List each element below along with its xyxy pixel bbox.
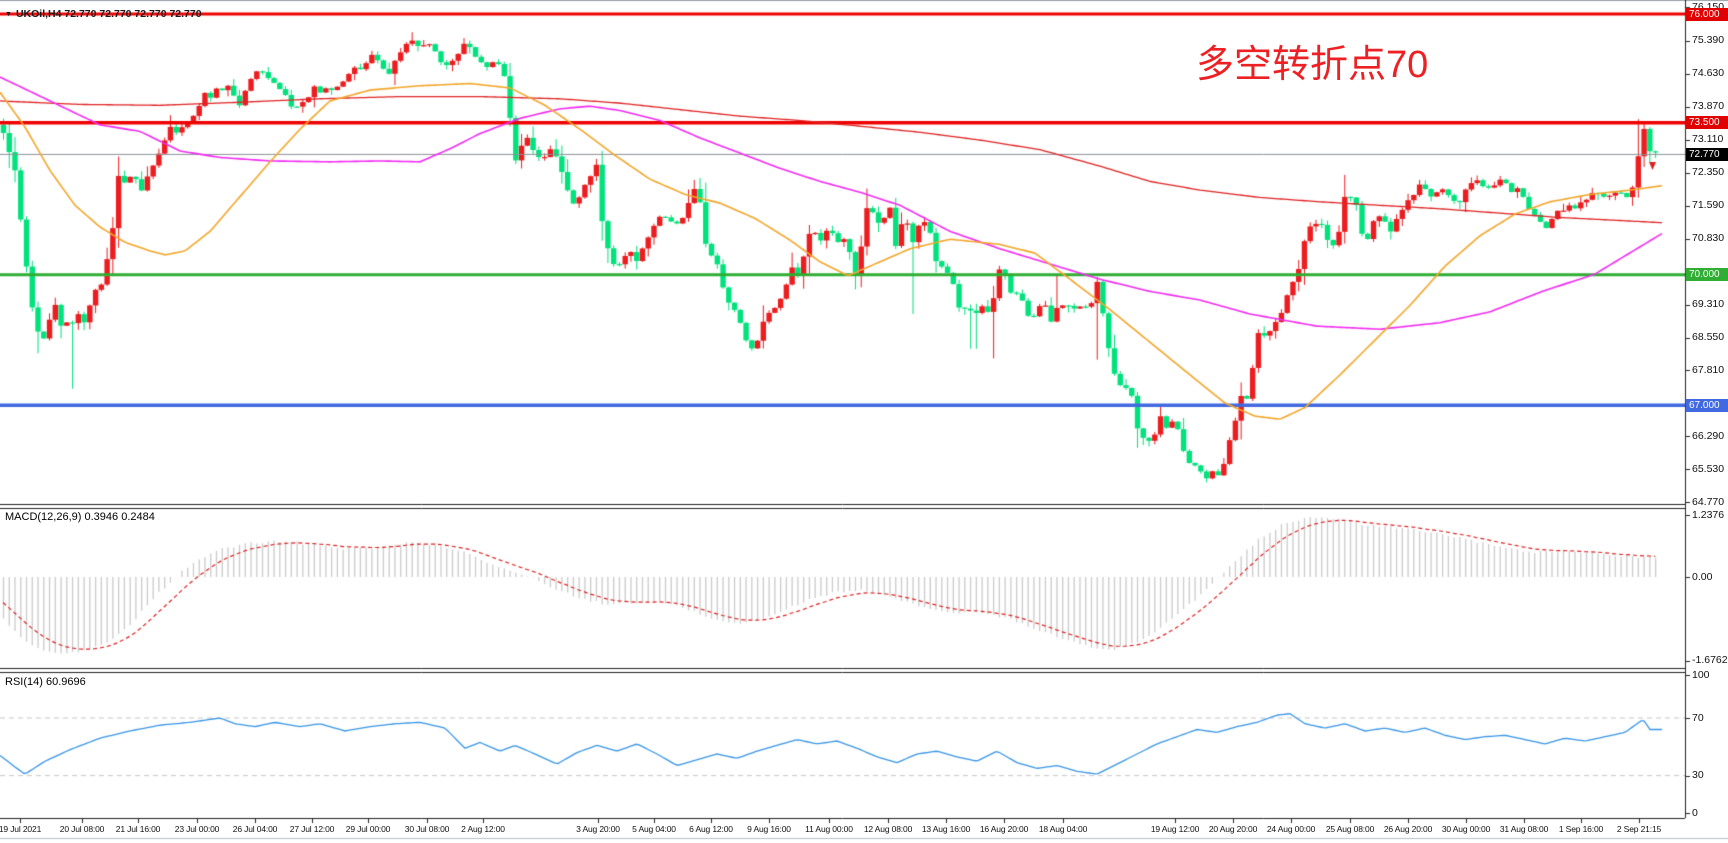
rsi-value: 60.9696	[45, 676, 86, 688]
macd-signal-value: 0.2484	[121, 511, 155, 523]
rsi-title: RSI(14)	[5, 676, 43, 688]
symbol-info: ▼ UKOil,H4 72.770 72.770 72.770 72.770	[5, 8, 202, 20]
macd-title: MACD(12,26,9)	[5, 511, 82, 523]
rsi-indicator-label: RSI(14) 60.9696	[5, 676, 86, 688]
symbol-ohlc-text: UKOil,H4 72.770 72.770 72.770 72.770	[15, 8, 202, 20]
macd-indicator-label: MACD(12,26,9) 0.3946 0.2484	[5, 511, 155, 523]
macd-main-value: 0.3946	[84, 511, 119, 523]
collapse-triangle-icon[interactable]: ▼	[5, 11, 12, 18]
chart-text-annotation: 多空转折点70	[1196, 44, 1429, 86]
